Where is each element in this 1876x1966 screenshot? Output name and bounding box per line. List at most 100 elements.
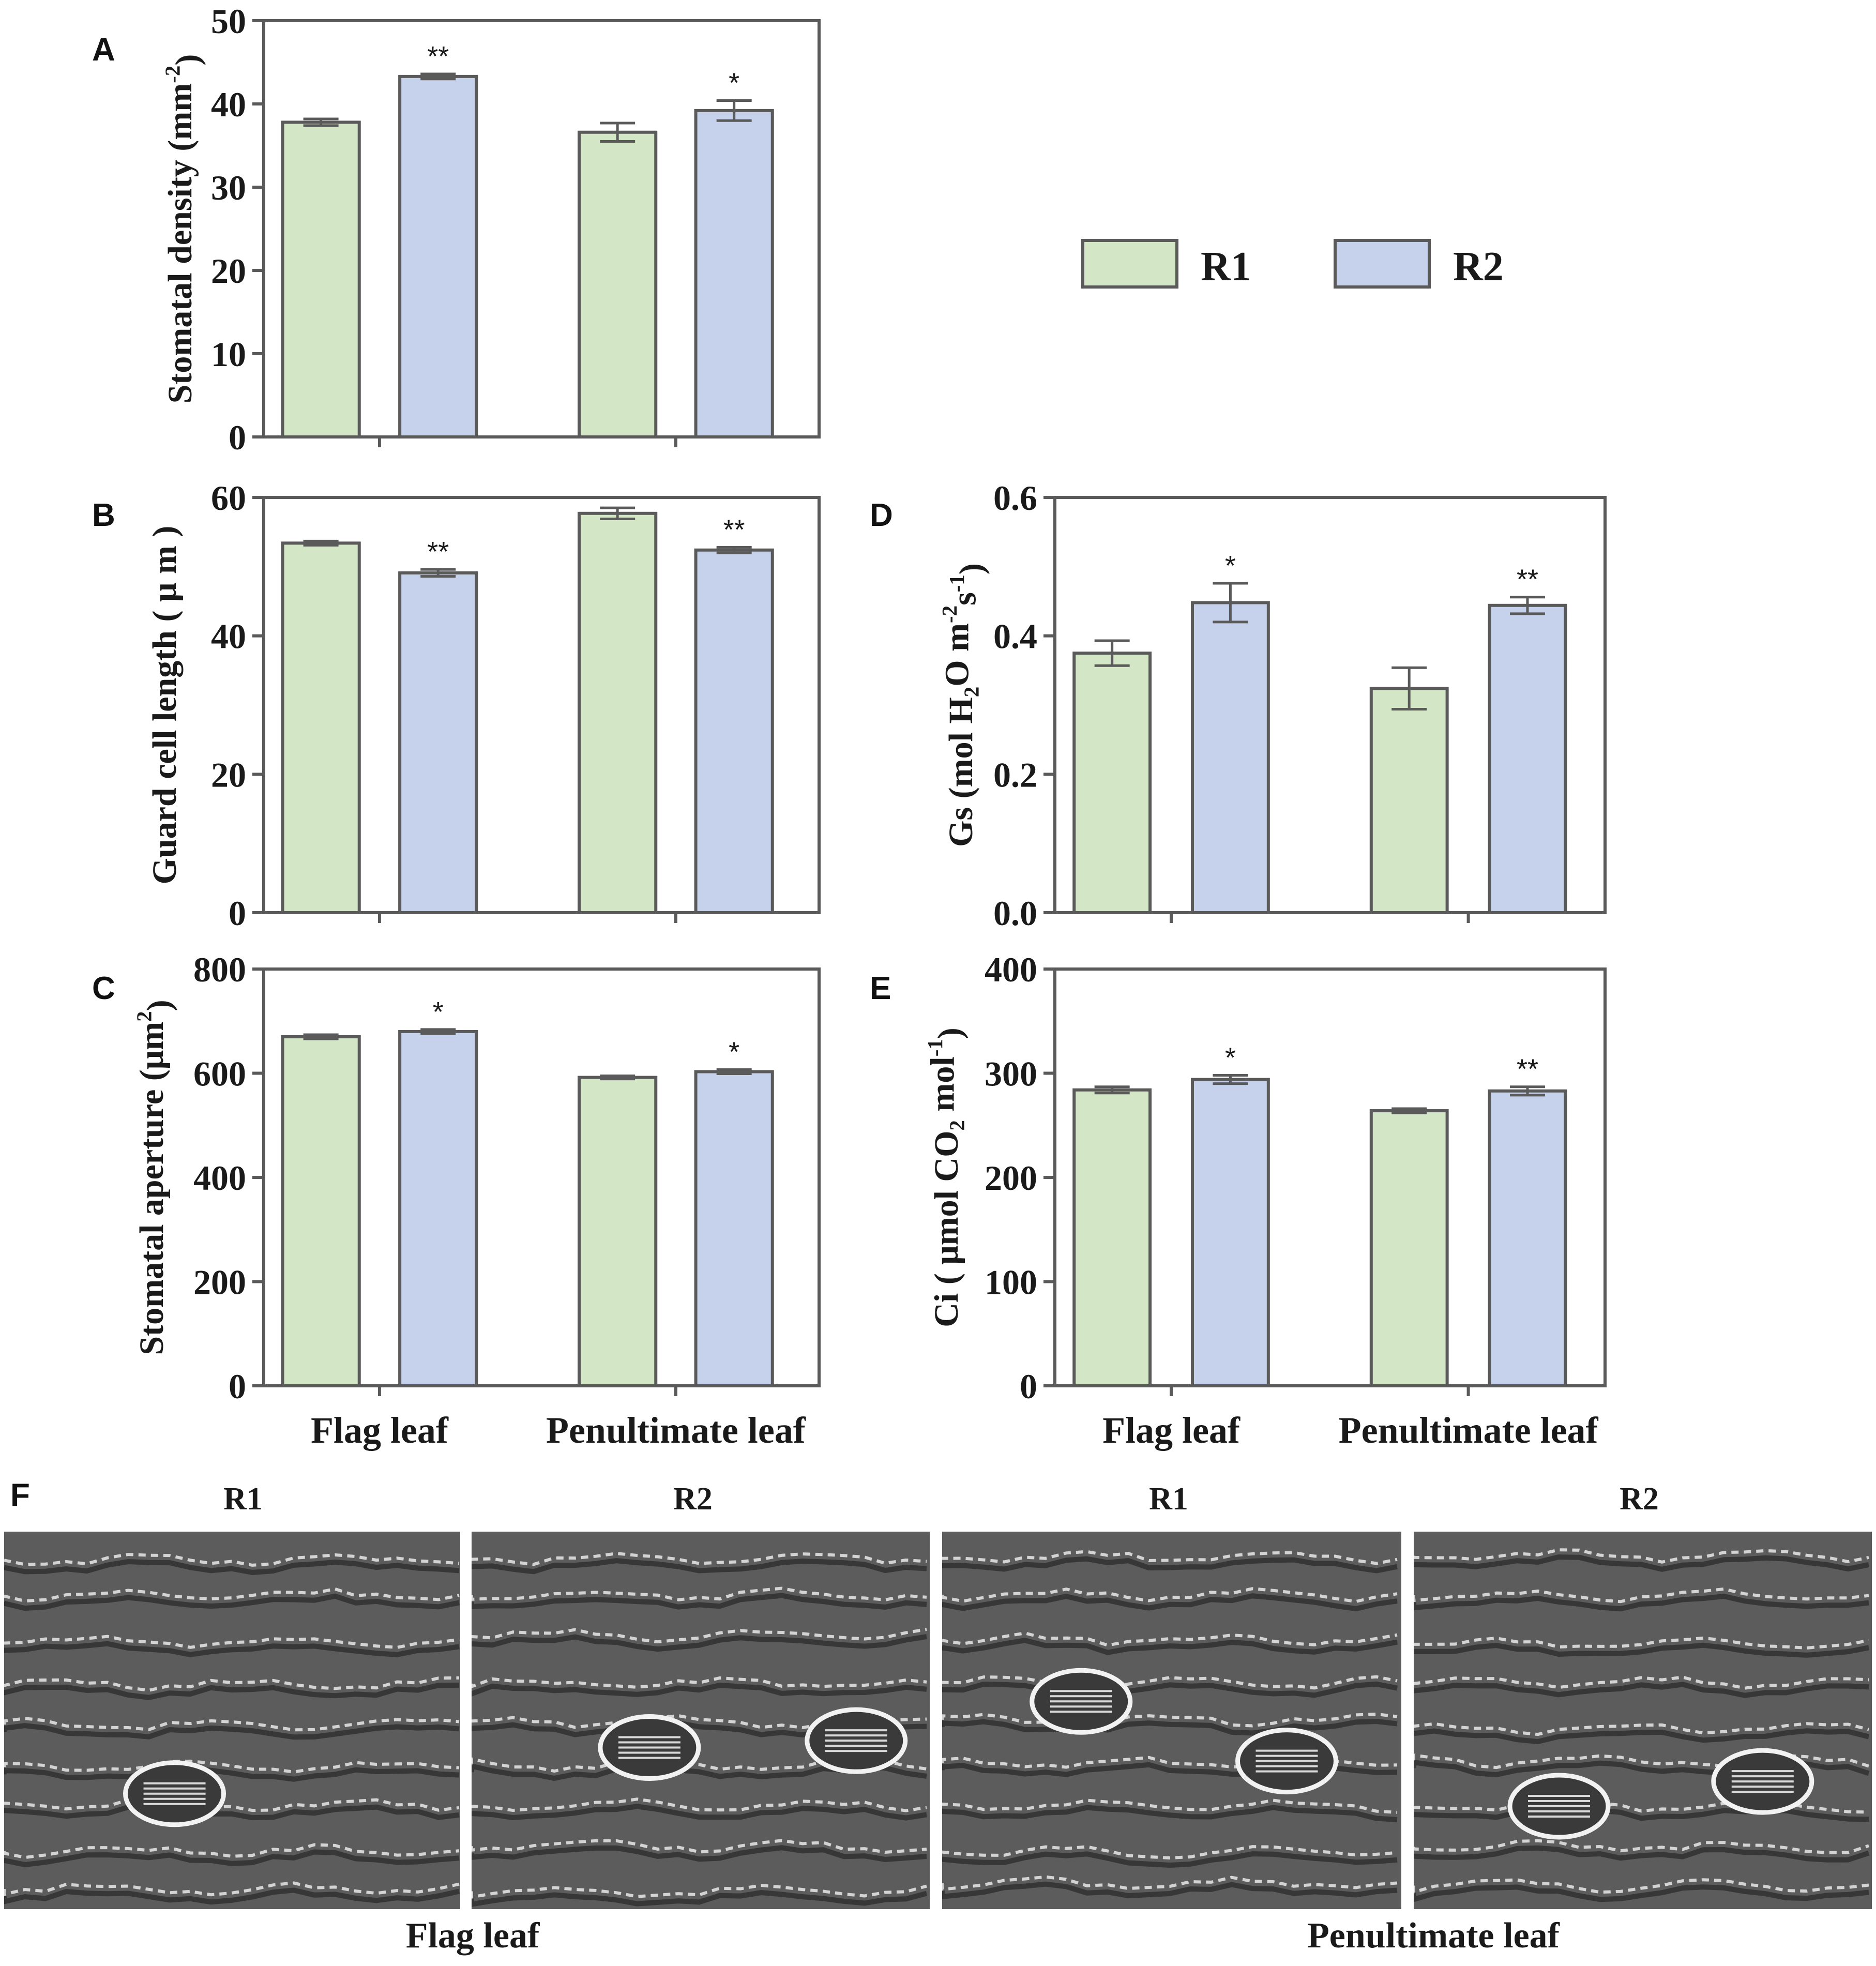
y-axis-label-e-part-1: 2 [945, 1120, 969, 1130]
micrograph-base [1414, 1532, 1872, 1909]
micrograph-flag-r2-texture [472, 1532, 930, 1909]
panel-d: D0.00.20.40.6Gs (mol H2O m-2s-1) * ** [870, 478, 1607, 933]
legend-swatch-r1 [1081, 239, 1178, 289]
legend: R1 R2 [1081, 239, 1504, 290]
y-tick-label-d-3: 0.6 [993, 478, 1037, 518]
cell-wall-shadow [942, 1718, 1398, 1736]
y-tick-label-a-0: 0 [229, 418, 246, 457]
significance-c-r2-0: * [433, 996, 444, 1027]
y-axis-label-a: Stomatal density (mm-2) [161, 54, 206, 404]
x-tick-label-c-0: Flag leaf [311, 1410, 449, 1451]
y-tick-label-b-1: 20 [211, 755, 246, 794]
y-tick-label-a-3: 30 [211, 168, 246, 207]
y-tick-label-c-2: 400 [193, 1158, 246, 1198]
cell-wall-line [942, 1845, 1398, 1859]
cell-wall-line [1414, 1636, 1869, 1650]
caption-penultimate-leaf: Penultimate leaf [1307, 1916, 1560, 1956]
cell-wall-line [472, 1676, 927, 1689]
cell-wall-shadow [472, 1804, 927, 1821]
panel-letter-c: C [92, 971, 115, 1006]
y-tick-label-e-2: 200 [985, 1158, 1037, 1198]
significance-d-r2-1: ** [1517, 564, 1538, 595]
y-tick-label-a-2: 20 [211, 251, 246, 291]
panel-letter-d: D [870, 497, 893, 533]
legend-swatch-r2 [1334, 239, 1431, 289]
significance-c-r2-1: * [729, 1036, 739, 1067]
y-tick-label-e-3: 300 [985, 1054, 1037, 1094]
cell-wall-shadow [472, 1889, 928, 1907]
cell-wall-line [942, 1712, 1398, 1728]
cell-wall-line [4, 1717, 460, 1732]
y-tick-label-c-4: 800 [193, 950, 246, 989]
bar-d-r1-0 [1072, 652, 1152, 914]
y-axis-label-e: Ci ( μmol CO2 mol-1) [924, 1027, 969, 1327]
cell-wall-shadow [1414, 1807, 1869, 1822]
y-tick-label-b-3: 60 [211, 478, 246, 518]
bar-d-r1-1 [1369, 687, 1449, 914]
cell-wall-shadow [942, 1805, 1398, 1822]
micrograph-texture-svg [4, 1532, 460, 1909]
y-axis-label-e-part-3: -1 [924, 1039, 947, 1056]
cell-wall-shadow [942, 1851, 1398, 1868]
y-tick-label-c-0: 0 [229, 1367, 246, 1406]
cell-wall-line [472, 1884, 927, 1899]
panel-c: C 0 200 400 600 800 Stomatal aperture (μm2) Fla… [92, 950, 821, 1451]
significance-a-r2-0: ** [427, 41, 449, 72]
y-tick-label-e-1: 100 [985, 1263, 1037, 1302]
caption-flag-leaf: Flag leaf [405, 1916, 540, 1956]
y-axis-label-b: Guard cell length ( μ m ) [146, 526, 184, 885]
bar-d-r2-1 [1488, 603, 1567, 914]
y-axis-label-d-part-5: -1 [945, 574, 969, 592]
y-axis-label-d-part-6: ) [952, 563, 990, 574]
cell-wall-shadow [4, 1803, 460, 1821]
cell-wall-line [4, 1881, 460, 1897]
y-axis-label-d-part-0: Gs (mol H [942, 697, 980, 847]
panel-letter-e: E [870, 971, 891, 1006]
bar-a-r1-0 [281, 120, 361, 439]
cell-wall-line [472, 1839, 927, 1854]
significance-b-r2-1: ** [723, 514, 745, 545]
micrograph-label-pen-r1: R1 [1149, 1481, 1188, 1517]
y-tick-label-a-5: 50 [211, 2, 246, 41]
bar-b-r1-1 [578, 511, 658, 914]
plot-frame-a [262, 19, 821, 438]
panel-e: E 0 100 200 300 400 Ci ( μmol CO2 mol-1) Flag l… [870, 950, 1607, 1451]
x-tick-label-e-1: Penultimate leaf [1339, 1410, 1599, 1451]
cell-wall-shadow [4, 1682, 460, 1700]
significance-a-r2-1: * [729, 68, 739, 99]
bar-a-r1-1 [578, 130, 658, 439]
y-axis-label-d-part-4: s [945, 592, 983, 606]
y-axis-label-a-part-2: ) [169, 54, 206, 66]
bar-a-r2-1 [694, 109, 774, 438]
cell-wall-shadow [942, 1593, 1398, 1612]
cell-wall-shadow [1414, 1845, 1870, 1863]
cell-wall-shadow [1414, 1884, 1869, 1902]
y-axis-label-e-part-0: Ci ( μmol CO [928, 1131, 965, 1327]
y-axis-label-d: Gs (mol H2O m-2s-1) [938, 563, 990, 847]
panel-b: B 0 20 40 60 Guard cell length ( μ m ) ** ** [92, 478, 821, 933]
micrograph-texture-svg [942, 1532, 1401, 1909]
bar-c-r1-1 [578, 1076, 658, 1388]
bar-e-r2-1 [1488, 1089, 1567, 1387]
bar-c-r1-0 [281, 1035, 361, 1387]
cell-wall-shadow [4, 1559, 460, 1575]
micrograph-flag-r1-texture [4, 1532, 460, 1909]
y-tick-label-c-1: 200 [193, 1263, 246, 1302]
bar-e-r1-0 [1072, 1088, 1152, 1387]
y-axis-label-c: Stomatal aperture (μm2) [132, 1000, 177, 1355]
micrograph-texture-svg [472, 1532, 930, 1909]
cell-wall-shadow [472, 1682, 927, 1697]
legend-label-r1: R1 [1201, 244, 1251, 290]
x-tick-label-c-1: Penultimate leaf [546, 1410, 806, 1451]
micrograph-pen-r1-texture [942, 1532, 1401, 1909]
x-tick-label-e-0: Flag leaf [1102, 1410, 1240, 1451]
bar-a-r2-0 [398, 74, 478, 438]
significance-b-r2-0: ** [427, 536, 449, 567]
micrograph-flag-r1 [4, 1532, 460, 1909]
y-tick-label-d-0: 0.0 [993, 894, 1037, 933]
y-axis-label-e-part-2: mol [924, 1056, 961, 1120]
cell-wall-shadow [4, 1849, 460, 1868]
bar-e-r2-0 [1191, 1078, 1270, 1388]
y-axis-label-d-part-2: O m [938, 623, 976, 687]
